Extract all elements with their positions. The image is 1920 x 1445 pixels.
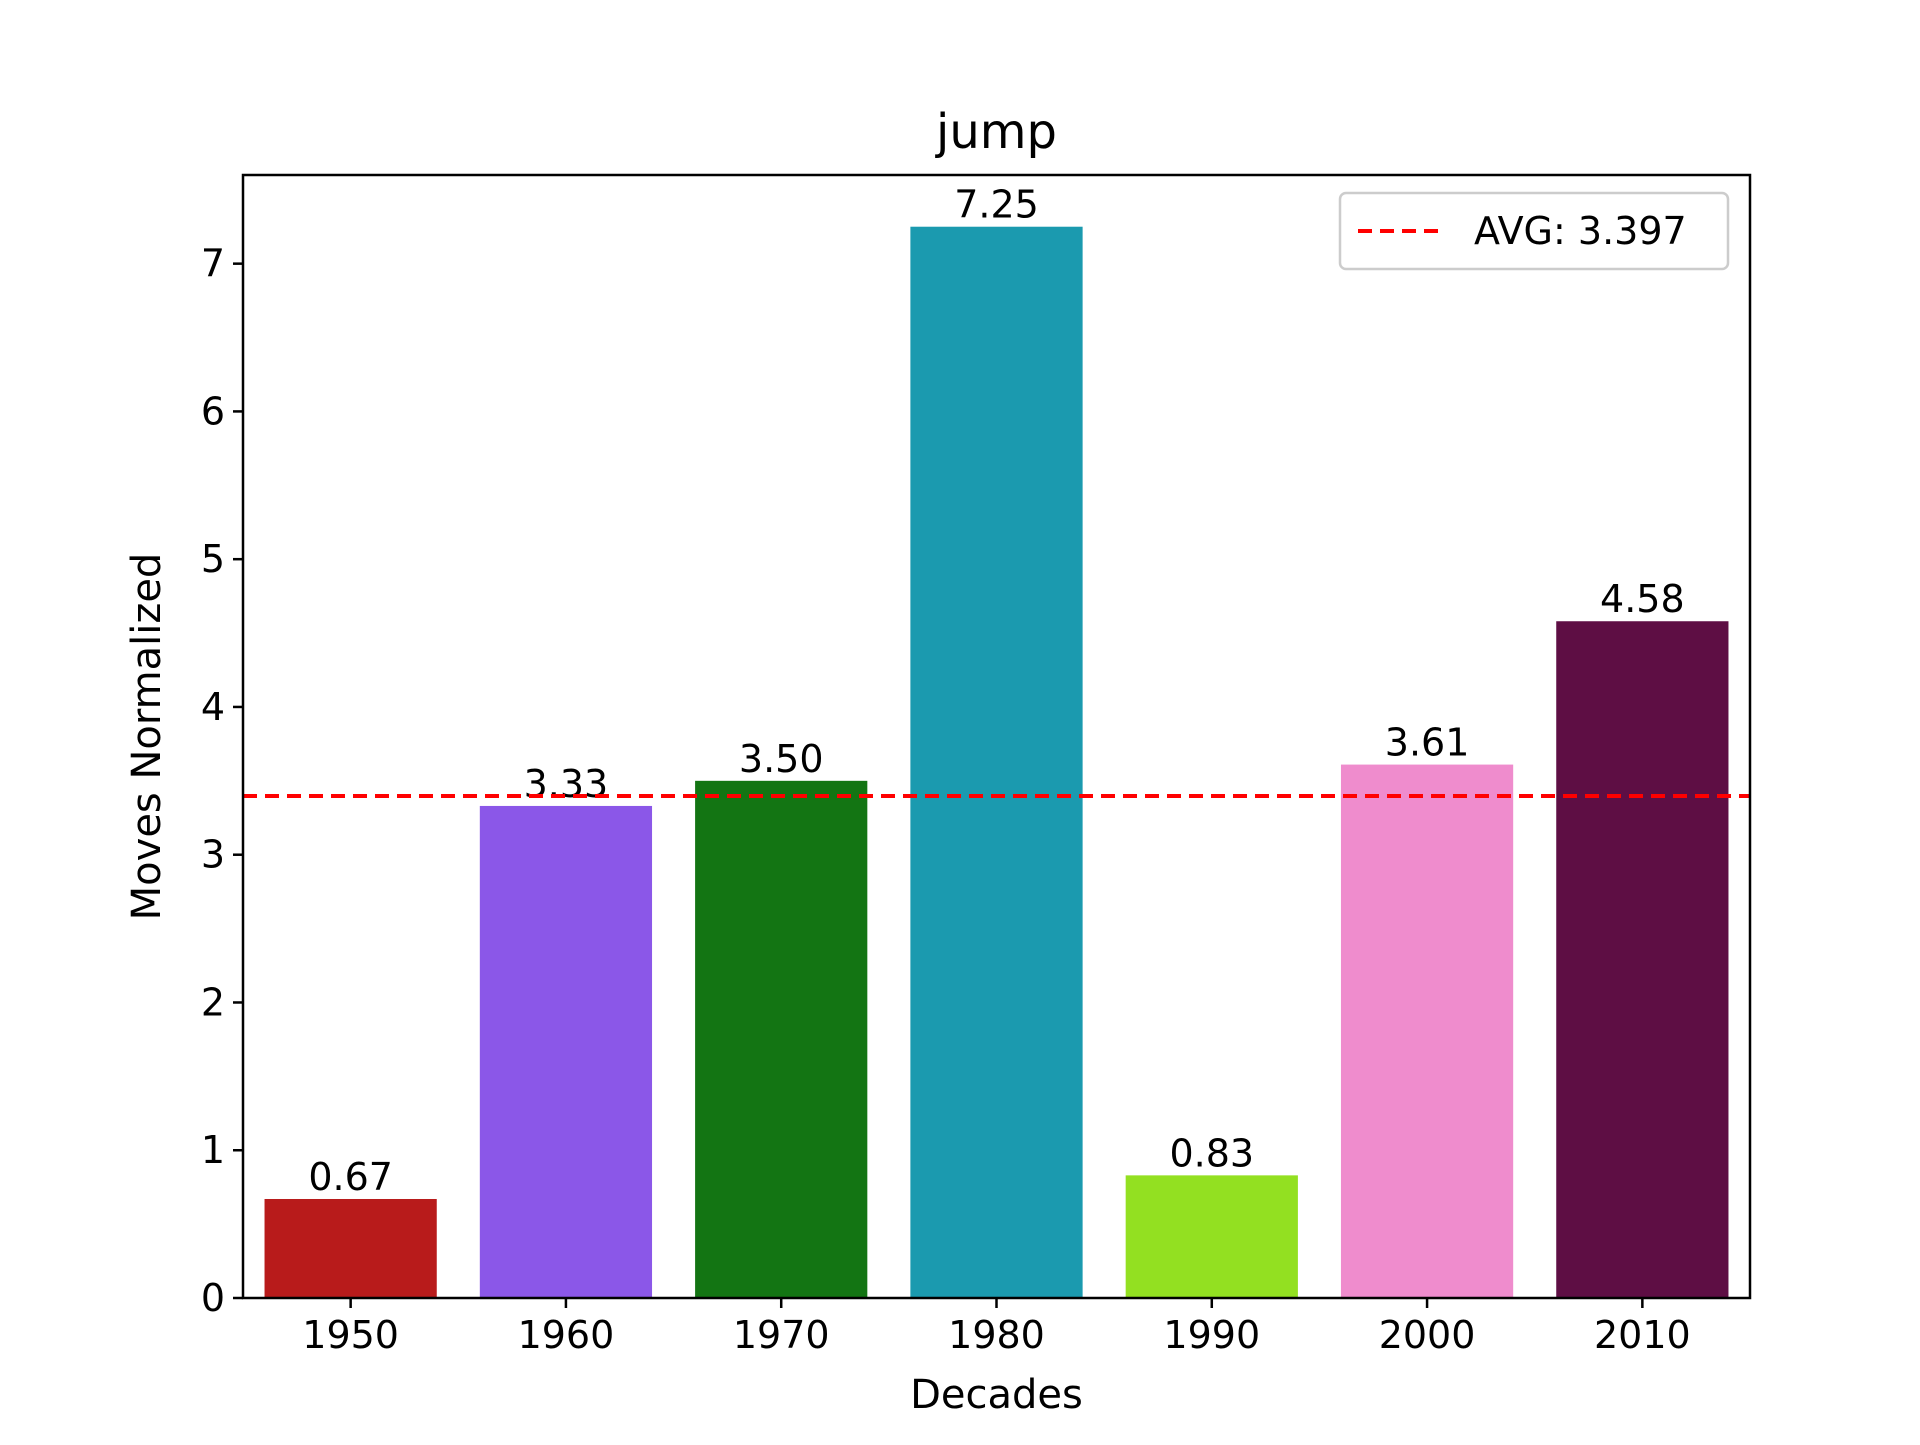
y-tick-label: 7 — [201, 242, 225, 286]
y-tick-label: 1 — [201, 1128, 225, 1172]
bar-1990 — [1125, 1175, 1298, 1298]
bar-1960 — [479, 805, 653, 1298]
x-axis: 1950 1960 1970 1980 1990 2000 2010 — [302, 1298, 1691, 1357]
y-tick-label: 5 — [201, 537, 225, 581]
bar-value-label-2000: 3.61 — [1385, 721, 1470, 765]
y-tick-label: 2 — [201, 980, 225, 1024]
legend-box — [1338, 191, 1730, 271]
legend: AVG: 3.397 — [1338, 191, 1730, 271]
bar-1970 — [695, 780, 868, 1298]
x-tick-label: 1950 — [302, 1313, 399, 1357]
x-tick-label: 1990 — [1163, 1313, 1260, 1357]
bar-value-label-1960: 3.33 — [524, 762, 609, 806]
bar-value-label-1950: 0.67 — [308, 1155, 393, 1199]
bar-2000 — [1340, 764, 1514, 1298]
y-tick-label: 4 — [201, 685, 225, 729]
x-tick-label: 1980 — [948, 1313, 1045, 1357]
y-tick-label: 0 — [201, 1276, 225, 1320]
bars-layer: 0.67 3.33 3.50 7.25 0.83 3.61 4.58 — [264, 183, 1729, 1299]
y-axis-label: Moves Normalized — [124, 553, 170, 921]
x-tick-label: 2000 — [1379, 1313, 1476, 1357]
legend-average-label: AVG: 3.397 — [1474, 209, 1687, 253]
y-axis: 0 1 2 3 4 5 6 7 — [201, 242, 243, 1320]
bar-2010 — [1556, 621, 1729, 1298]
bar-value-label-1990: 0.83 — [1169, 1131, 1254, 1175]
bar-value-label-2010: 4.58 — [1600, 577, 1685, 621]
x-tick-label: 1970 — [733, 1313, 830, 1357]
chart-title: jump — [935, 104, 1057, 160]
x-tick-label: 2010 — [1594, 1313, 1691, 1357]
bar-1950 — [264, 1198, 437, 1298]
bar-value-label-1980: 7.25 — [954, 183, 1039, 227]
x-tick-label: 1960 — [518, 1313, 615, 1357]
bar-1980 — [910, 226, 1083, 1299]
y-tick-label: 3 — [201, 833, 225, 877]
x-axis-label: Decades — [910, 1372, 1083, 1418]
bar-value-label-1970: 3.50 — [739, 737, 824, 781]
y-tick-label: 6 — [201, 389, 225, 433]
